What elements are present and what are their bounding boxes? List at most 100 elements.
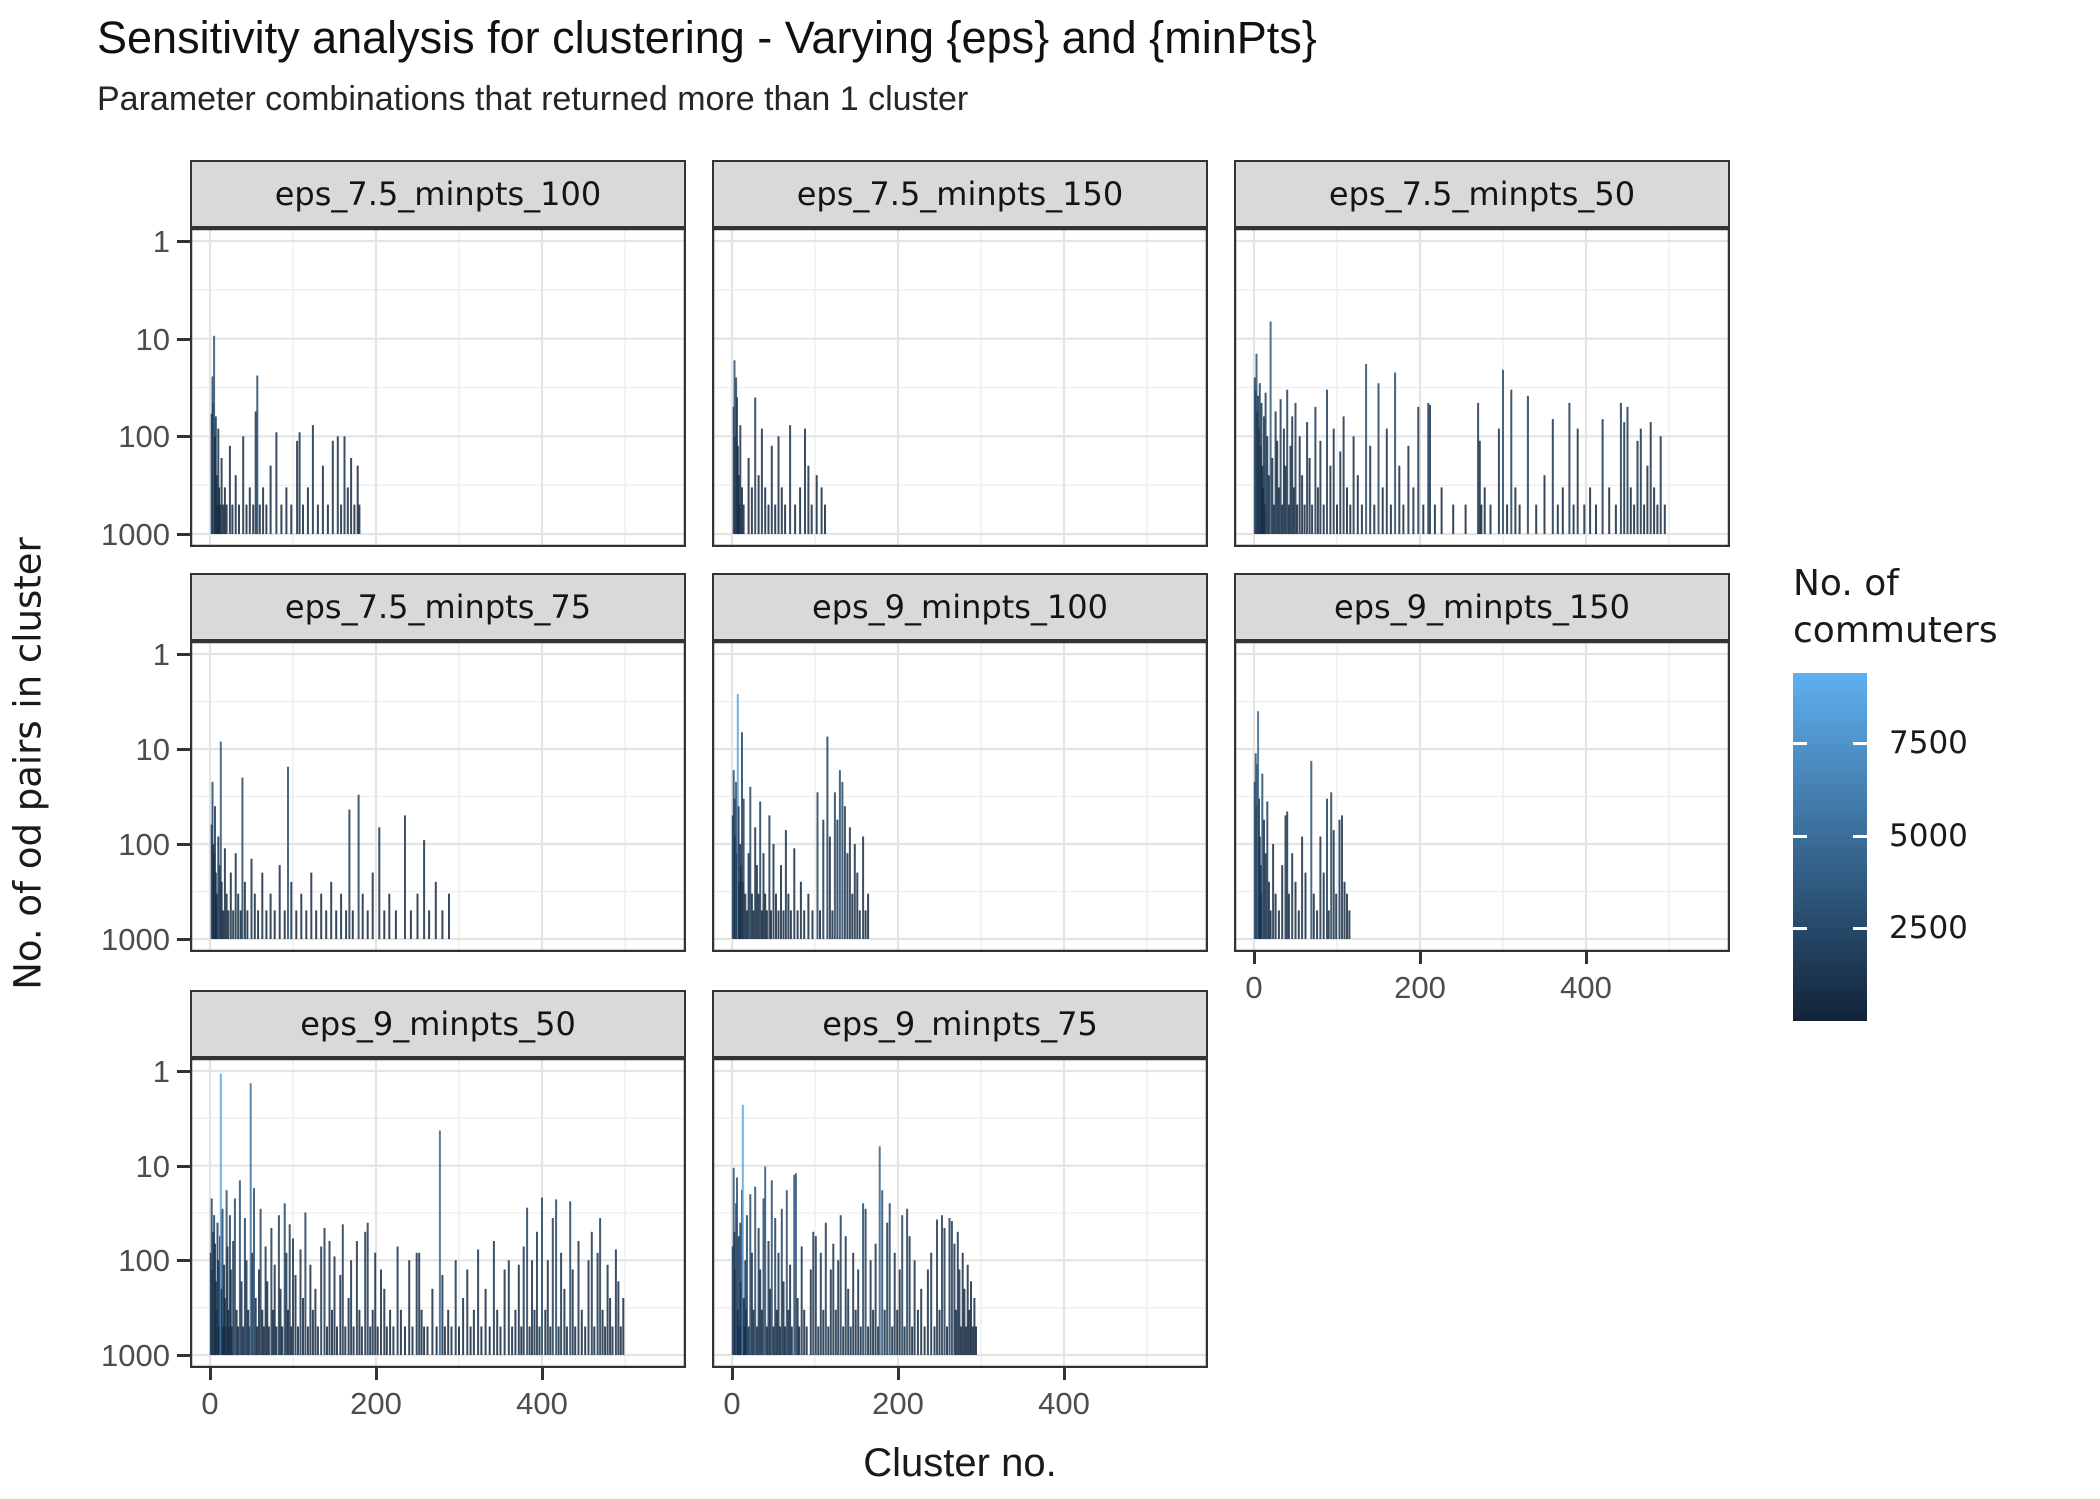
bar [423, 840, 426, 939]
bar [799, 487, 802, 534]
bar [409, 910, 412, 939]
bar [970, 1281, 972, 1355]
y-tick-mark [177, 748, 190, 751]
bar [775, 1309, 778, 1355]
bar [807, 465, 810, 534]
x-tick-mark [209, 1368, 212, 1380]
bar [240, 1281, 243, 1355]
bar [804, 428, 806, 534]
bar [784, 504, 787, 534]
bar [1267, 881, 1270, 939]
bar [1360, 504, 1363, 534]
bar [376, 1326, 379, 1355]
bar [408, 1260, 411, 1355]
bar [351, 910, 354, 939]
bar [546, 1260, 549, 1355]
bar [849, 1326, 852, 1355]
facet-strip: eps_9_minpts_75 [712, 990, 1208, 1058]
bar [217, 1260, 220, 1355]
facet-strip-label: eps_7.5_minpts_50 [1328, 175, 1636, 213]
bar [832, 1243, 835, 1355]
bar [765, 1326, 768, 1355]
bar [888, 1203, 891, 1355]
bar [764, 893, 767, 939]
bar [828, 836, 831, 939]
bar [836, 819, 839, 939]
bar [975, 1326, 977, 1355]
bar [809, 1269, 812, 1355]
bar [1346, 487, 1348, 534]
bar [246, 910, 249, 939]
bar [770, 445, 773, 534]
bar [316, 504, 319, 534]
bar [1663, 504, 1666, 534]
bar [1352, 436, 1355, 534]
legend-title: No. of commuters [1793, 560, 1998, 654]
panel-border [1234, 228, 1730, 547]
y-tick-label: 1000 [101, 1338, 170, 1373]
bar [251, 1252, 254, 1355]
bar [960, 1326, 963, 1355]
bar [1277, 487, 1280, 534]
bar [614, 1249, 617, 1355]
bar [507, 1260, 510, 1355]
bar [347, 1298, 350, 1355]
legend-tick-label: 7500 [1889, 725, 1968, 761]
bar [314, 1288, 317, 1355]
bar [383, 910, 386, 939]
bar [839, 1215, 842, 1355]
bar [1381, 487, 1384, 534]
bar [1346, 893, 1348, 939]
bar [739, 425, 742, 534]
bar [295, 910, 298, 939]
bar [1267, 475, 1270, 534]
bar [234, 853, 237, 939]
bar [309, 1264, 312, 1355]
bar [807, 893, 810, 939]
bar [965, 1326, 968, 1355]
bar [1568, 402, 1571, 534]
bar [1551, 419, 1554, 534]
bar [1377, 383, 1380, 534]
bar [750, 893, 753, 939]
bar [955, 1309, 958, 1355]
bar [499, 1326, 502, 1355]
bar [1332, 428, 1335, 534]
bar [760, 428, 763, 534]
bar [1322, 504, 1325, 534]
bar [1349, 504, 1352, 534]
bar [1656, 504, 1659, 534]
bar [238, 1180, 241, 1355]
bar [796, 910, 799, 939]
bar [1312, 893, 1315, 939]
y-tick-label: 1 [152, 637, 170, 672]
bar [219, 504, 221, 534]
y-tick-label: 1 [152, 224, 170, 259]
bar [511, 1326, 514, 1355]
bar [1296, 504, 1299, 534]
bar [336, 1326, 338, 1355]
bar [254, 411, 257, 534]
bar [447, 1309, 450, 1355]
bar [383, 1288, 386, 1355]
bar [326, 504, 329, 534]
bar [750, 1252, 753, 1355]
bar [428, 910, 431, 939]
bar [805, 1326, 808, 1355]
bar [415, 1252, 418, 1355]
bar [617, 1281, 620, 1355]
bar [275, 432, 278, 534]
bar [759, 801, 762, 939]
bar [364, 1231, 367, 1355]
bar [1338, 819, 1341, 939]
bar [305, 910, 308, 939]
bar [842, 1326, 845, 1355]
bar [800, 1246, 803, 1355]
bar [780, 865, 782, 939]
bar [794, 504, 797, 534]
bar [302, 1298, 304, 1355]
bar [1266, 801, 1269, 939]
bar [306, 1326, 309, 1355]
bar [374, 1252, 377, 1355]
bar [774, 504, 777, 534]
